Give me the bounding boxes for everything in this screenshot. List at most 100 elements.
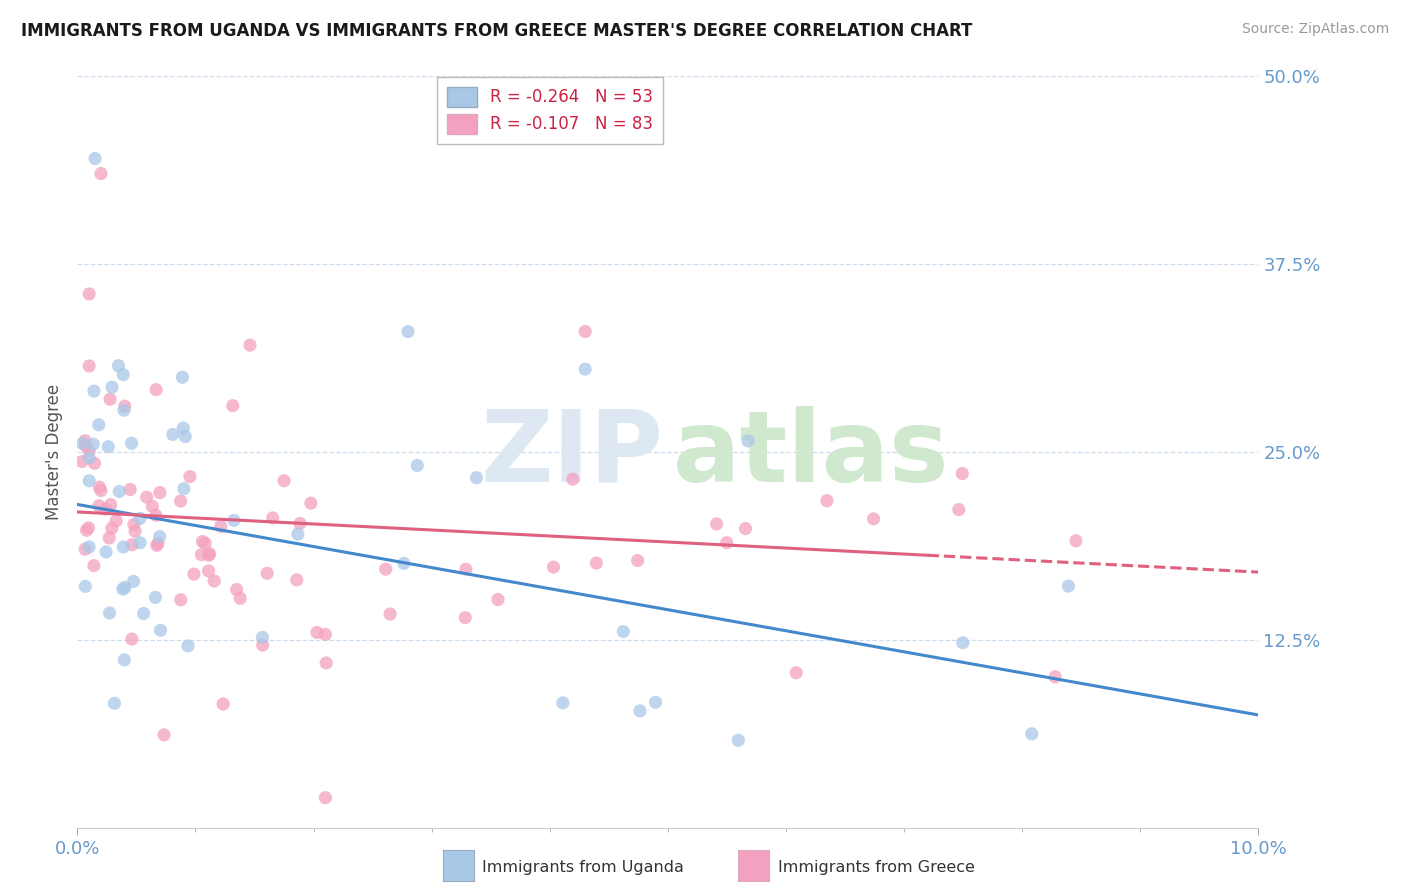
Point bbox=[952, 636, 974, 650]
Point bbox=[77, 540, 100, 554]
Point bbox=[406, 458, 429, 473]
Point bbox=[135, 490, 157, 504]
Point bbox=[129, 535, 152, 549]
Point bbox=[84, 152, 107, 166]
Point bbox=[145, 591, 167, 605]
Point bbox=[75, 439, 97, 453]
Point bbox=[212, 697, 235, 711]
Point bbox=[122, 517, 145, 532]
Point bbox=[374, 562, 396, 576]
Point bbox=[108, 484, 131, 499]
Point bbox=[94, 545, 117, 559]
Point bbox=[122, 574, 145, 589]
Point bbox=[314, 790, 336, 805]
Point bbox=[177, 639, 200, 653]
Point bbox=[194, 536, 217, 550]
Point bbox=[392, 557, 415, 571]
Point bbox=[285, 573, 308, 587]
Text: Immigrants from Uganda: Immigrants from Uganda bbox=[482, 861, 685, 875]
Point bbox=[77, 450, 100, 465]
Point bbox=[149, 485, 172, 500]
Point bbox=[124, 524, 146, 539]
Point bbox=[486, 592, 509, 607]
Point bbox=[262, 511, 284, 525]
Point bbox=[299, 496, 322, 510]
Point bbox=[209, 519, 232, 533]
Point bbox=[252, 630, 274, 644]
Point bbox=[170, 592, 193, 607]
Point bbox=[172, 421, 194, 435]
Point bbox=[716, 535, 738, 549]
Point bbox=[305, 625, 328, 640]
Point bbox=[256, 566, 278, 581]
Y-axis label: Master's Degree: Master's Degree bbox=[45, 384, 63, 520]
Point bbox=[948, 502, 970, 516]
Point bbox=[612, 624, 634, 639]
Point bbox=[145, 508, 167, 523]
Point bbox=[628, 704, 651, 718]
Point bbox=[225, 582, 247, 597]
Point bbox=[112, 403, 135, 417]
Point bbox=[396, 325, 419, 339]
Point bbox=[82, 437, 104, 451]
Point bbox=[172, 370, 194, 384]
Point bbox=[315, 656, 337, 670]
Point bbox=[551, 696, 574, 710]
Point bbox=[107, 359, 129, 373]
Point bbox=[111, 582, 134, 596]
Point bbox=[198, 548, 221, 562]
Point bbox=[179, 469, 201, 483]
Point bbox=[70, 454, 93, 468]
Point bbox=[121, 632, 143, 646]
Point bbox=[100, 498, 122, 512]
Point bbox=[454, 610, 477, 624]
Text: IMMIGRANTS FROM UGANDA VS IMMIGRANTS FROM GREECE MASTER'S DEGREE CORRELATION CHA: IMMIGRANTS FROM UGANDA VS IMMIGRANTS FRO… bbox=[21, 22, 973, 40]
Point bbox=[121, 436, 143, 450]
Point bbox=[734, 522, 756, 536]
Point bbox=[83, 384, 105, 398]
Point bbox=[83, 456, 105, 470]
Text: atlas: atlas bbox=[672, 406, 949, 502]
Point bbox=[862, 512, 884, 526]
Point bbox=[153, 728, 176, 742]
Point bbox=[950, 467, 973, 481]
Point bbox=[543, 560, 565, 574]
Point bbox=[169, 494, 191, 508]
Point bbox=[229, 591, 252, 606]
Point bbox=[378, 607, 401, 621]
Point bbox=[105, 514, 128, 528]
Point bbox=[98, 606, 121, 620]
Point bbox=[98, 531, 121, 545]
Text: Source: ZipAtlas.com: Source: ZipAtlas.com bbox=[1241, 22, 1389, 37]
Point bbox=[454, 562, 477, 576]
Point bbox=[75, 434, 97, 448]
Point bbox=[90, 167, 112, 181]
Point bbox=[77, 286, 100, 301]
Point bbox=[114, 580, 136, 594]
Point bbox=[197, 564, 219, 578]
Point bbox=[141, 500, 163, 514]
Point bbox=[121, 538, 143, 552]
Point bbox=[644, 695, 666, 709]
Point bbox=[87, 499, 110, 513]
Point bbox=[77, 359, 100, 373]
Point bbox=[1057, 579, 1080, 593]
Point bbox=[465, 471, 488, 485]
Text: Immigrants from Greece: Immigrants from Greece bbox=[778, 861, 974, 875]
Point bbox=[114, 399, 136, 413]
Point bbox=[706, 516, 728, 531]
Point bbox=[97, 440, 120, 454]
Point bbox=[112, 653, 135, 667]
Point bbox=[239, 338, 262, 352]
Point bbox=[75, 542, 97, 557]
Point bbox=[162, 427, 184, 442]
Point bbox=[145, 383, 167, 397]
Point bbox=[314, 627, 336, 641]
Point bbox=[222, 399, 245, 413]
Point bbox=[112, 368, 135, 382]
Point bbox=[76, 524, 98, 538]
Point bbox=[149, 624, 172, 638]
Point bbox=[1021, 727, 1043, 741]
Point bbox=[585, 556, 607, 570]
Point bbox=[173, 482, 195, 496]
